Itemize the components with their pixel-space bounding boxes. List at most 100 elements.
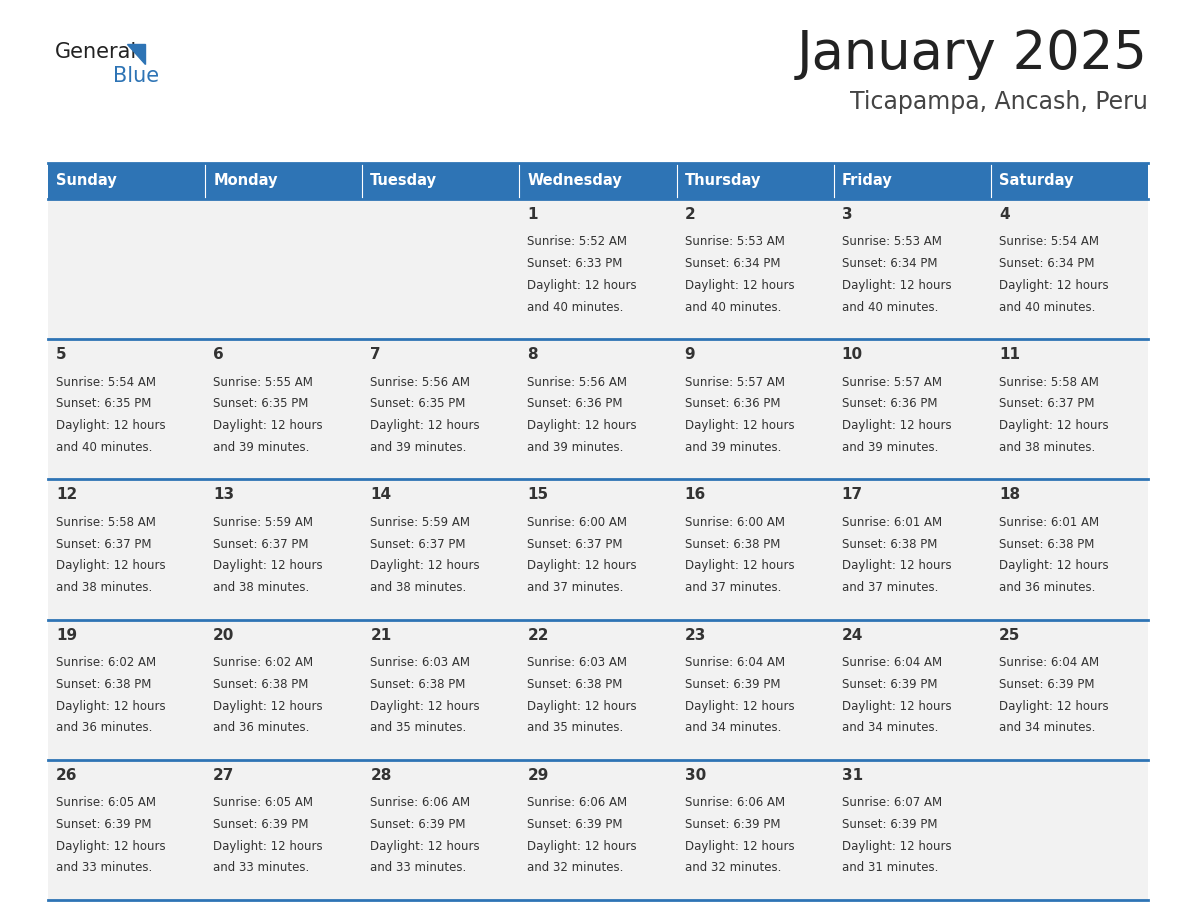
Text: Daylight: 12 hours: Daylight: 12 hours — [684, 840, 795, 853]
Text: Sunset: 6:34 PM: Sunset: 6:34 PM — [842, 257, 937, 270]
Bar — [834, 760, 991, 900]
Text: and 35 minutes.: and 35 minutes. — [527, 722, 624, 734]
Text: and 37 minutes.: and 37 minutes. — [527, 581, 624, 594]
Text: and 38 minutes.: and 38 minutes. — [213, 581, 309, 594]
Text: Sunrise: 6:04 AM: Sunrise: 6:04 AM — [684, 656, 785, 669]
Text: and 40 minutes.: and 40 minutes. — [527, 300, 624, 314]
Text: Daylight: 12 hours: Daylight: 12 hours — [684, 279, 795, 292]
Text: Sunrise: 5:53 AM: Sunrise: 5:53 AM — [842, 235, 942, 249]
Text: Sunset: 6:38 PM: Sunset: 6:38 PM — [371, 677, 466, 690]
Text: Daylight: 12 hours: Daylight: 12 hours — [842, 279, 952, 292]
Bar — [991, 760, 1148, 900]
Bar — [206, 479, 362, 620]
Text: Daylight: 12 hours: Daylight: 12 hours — [56, 559, 165, 572]
Text: Daylight: 12 hours: Daylight: 12 hours — [371, 559, 480, 572]
Text: and 38 minutes.: and 38 minutes. — [999, 441, 1095, 453]
Text: 7: 7 — [371, 347, 381, 363]
Bar — [362, 163, 519, 199]
Polygon shape — [127, 44, 145, 64]
Text: Daylight: 12 hours: Daylight: 12 hours — [371, 840, 480, 853]
Text: Tuesday: Tuesday — [371, 174, 437, 188]
Text: Sunrise: 6:01 AM: Sunrise: 6:01 AM — [999, 516, 1099, 529]
Bar — [677, 163, 834, 199]
Text: Sunset: 6:34 PM: Sunset: 6:34 PM — [999, 257, 1094, 270]
Text: Thursday: Thursday — [684, 174, 762, 188]
Bar — [677, 339, 834, 479]
Bar — [362, 479, 519, 620]
Text: and 32 minutes.: and 32 minutes. — [684, 861, 781, 875]
Bar — [48, 479, 206, 620]
Bar — [677, 479, 834, 620]
Text: 17: 17 — [842, 487, 862, 502]
Text: Sunrise: 6:03 AM: Sunrise: 6:03 AM — [527, 656, 627, 669]
Bar — [206, 199, 362, 339]
Bar — [519, 199, 677, 339]
Text: and 38 minutes.: and 38 minutes. — [56, 581, 152, 594]
Text: 13: 13 — [213, 487, 234, 502]
Text: Sunrise: 6:04 AM: Sunrise: 6:04 AM — [999, 656, 1099, 669]
Text: Daylight: 12 hours: Daylight: 12 hours — [842, 700, 952, 712]
Text: Sunrise: 5:57 AM: Sunrise: 5:57 AM — [684, 375, 784, 388]
Text: 25: 25 — [999, 628, 1020, 643]
Text: Daylight: 12 hours: Daylight: 12 hours — [842, 840, 952, 853]
Text: Daylight: 12 hours: Daylight: 12 hours — [371, 700, 480, 712]
Text: Daylight: 12 hours: Daylight: 12 hours — [213, 840, 323, 853]
Text: Daylight: 12 hours: Daylight: 12 hours — [56, 840, 165, 853]
Bar — [519, 339, 677, 479]
Text: and 34 minutes.: and 34 minutes. — [684, 722, 781, 734]
Text: Wednesday: Wednesday — [527, 174, 623, 188]
Text: Sunrise: 5:59 AM: Sunrise: 5:59 AM — [371, 516, 470, 529]
Bar — [48, 620, 206, 760]
Text: Sunrise: 5:59 AM: Sunrise: 5:59 AM — [213, 516, 314, 529]
Bar — [834, 163, 991, 199]
Text: and 37 minutes.: and 37 minutes. — [684, 581, 781, 594]
Text: Sunset: 6:39 PM: Sunset: 6:39 PM — [842, 818, 937, 831]
Text: 31: 31 — [842, 767, 862, 783]
Text: Daylight: 12 hours: Daylight: 12 hours — [527, 840, 637, 853]
Text: 10: 10 — [842, 347, 862, 363]
Text: 21: 21 — [371, 628, 392, 643]
Bar — [48, 760, 206, 900]
Text: 8: 8 — [527, 347, 538, 363]
Text: and 34 minutes.: and 34 minutes. — [842, 722, 939, 734]
Bar — [362, 339, 519, 479]
Text: Sunrise: 6:00 AM: Sunrise: 6:00 AM — [527, 516, 627, 529]
Text: and 32 minutes.: and 32 minutes. — [527, 861, 624, 875]
Text: Sunset: 6:34 PM: Sunset: 6:34 PM — [684, 257, 781, 270]
Text: Sunrise: 5:57 AM: Sunrise: 5:57 AM — [842, 375, 942, 388]
Text: 5: 5 — [56, 347, 67, 363]
Text: Daylight: 12 hours: Daylight: 12 hours — [527, 279, 637, 292]
Text: 12: 12 — [56, 487, 77, 502]
Text: Sunset: 6:39 PM: Sunset: 6:39 PM — [213, 818, 309, 831]
Text: 18: 18 — [999, 487, 1020, 502]
Text: Daylight: 12 hours: Daylight: 12 hours — [527, 559, 637, 572]
Text: and 31 minutes.: and 31 minutes. — [842, 861, 939, 875]
Text: Sunset: 6:38 PM: Sunset: 6:38 PM — [684, 538, 781, 551]
Text: Sunrise: 6:01 AM: Sunrise: 6:01 AM — [842, 516, 942, 529]
Bar — [991, 620, 1148, 760]
Text: Sunrise: 5:52 AM: Sunrise: 5:52 AM — [527, 235, 627, 249]
Bar — [677, 199, 834, 339]
Text: Sunrise: 5:58 AM: Sunrise: 5:58 AM — [56, 516, 156, 529]
Bar — [362, 760, 519, 900]
Text: and 39 minutes.: and 39 minutes. — [684, 441, 781, 453]
Text: Sunset: 6:35 PM: Sunset: 6:35 PM — [371, 397, 466, 410]
Text: and 34 minutes.: and 34 minutes. — [999, 722, 1095, 734]
Text: Daylight: 12 hours: Daylight: 12 hours — [842, 420, 952, 432]
Text: Daylight: 12 hours: Daylight: 12 hours — [213, 420, 323, 432]
Text: Daylight: 12 hours: Daylight: 12 hours — [684, 420, 795, 432]
Bar — [48, 339, 206, 479]
Text: Sunset: 6:37 PM: Sunset: 6:37 PM — [527, 538, 623, 551]
Text: Daylight: 12 hours: Daylight: 12 hours — [56, 700, 165, 712]
Text: 19: 19 — [56, 628, 77, 643]
Text: and 33 minutes.: and 33 minutes. — [56, 861, 152, 875]
Text: Sunrise: 6:06 AM: Sunrise: 6:06 AM — [684, 796, 785, 810]
Text: 3: 3 — [842, 207, 852, 222]
Text: Daylight: 12 hours: Daylight: 12 hours — [999, 559, 1108, 572]
Bar — [206, 163, 362, 199]
Text: Sunrise: 6:00 AM: Sunrise: 6:00 AM — [684, 516, 784, 529]
Text: and 40 minutes.: and 40 minutes. — [999, 300, 1095, 314]
Text: Sunset: 6:35 PM: Sunset: 6:35 PM — [213, 397, 309, 410]
Bar — [677, 760, 834, 900]
Bar — [362, 199, 519, 339]
